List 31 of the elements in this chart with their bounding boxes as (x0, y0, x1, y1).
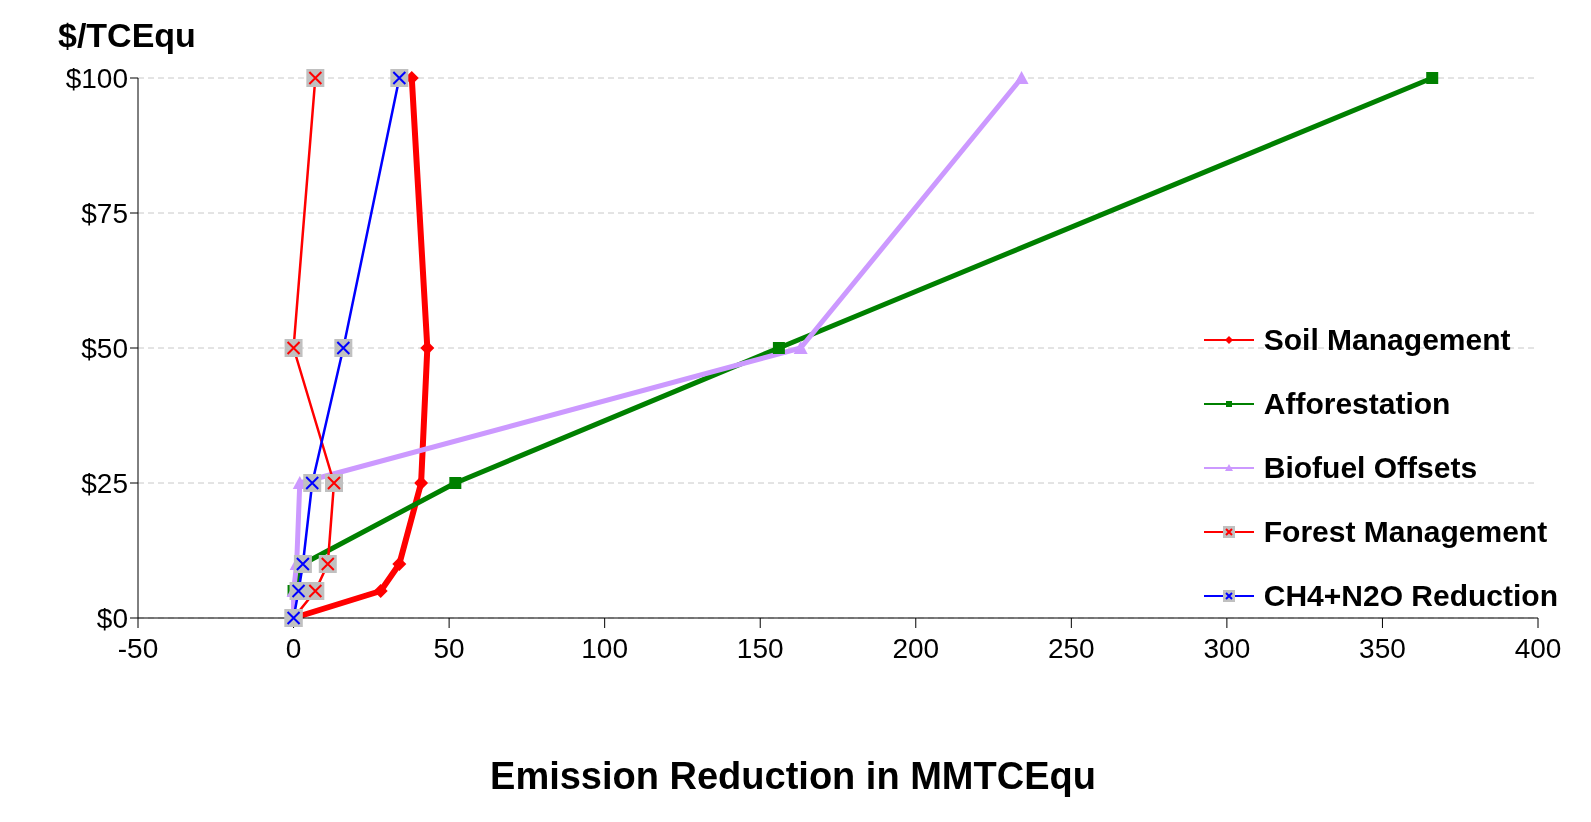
legend-label: Soil Management (1263, 322, 1511, 358)
y-tick-label: $100 (65, 62, 128, 94)
y-axis-title: $/TCEqu (58, 16, 196, 55)
point (772, 342, 785, 354)
x-tick-label: -50 (117, 632, 159, 664)
x-tick-label: 350 (1359, 632, 1406, 664)
x-axis-title: Emission Reduction in MMTCEqu (489, 755, 1097, 798)
point (449, 477, 462, 489)
point (414, 476, 429, 490)
x-tick-label: 100 (581, 632, 629, 664)
point (420, 341, 435, 355)
y-tick-label: $0 (96, 602, 128, 634)
y-tick-label: $75 (81, 197, 128, 229)
point (373, 584, 388, 598)
point (793, 341, 808, 354)
x-tick-label: 200 (892, 632, 940, 664)
x-tick-label: 0 (285, 632, 302, 664)
x-tick-label: 150 (736, 632, 784, 664)
point (1426, 72, 1439, 84)
x-tick-label: 400 (1514, 632, 1562, 664)
legend-label: Biofuel Offsets (1263, 450, 1478, 486)
legend-label: Forest Management (1263, 514, 1548, 550)
point (1014, 71, 1029, 84)
legend-label: Afforestation (1263, 386, 1451, 422)
y-tick-label: $50 (81, 332, 128, 364)
legend-label: CH4+N2O Reduction (1263, 578, 1558, 614)
point (392, 557, 407, 571)
y-tick-label: $25 (81, 467, 128, 499)
x-tick-label: 250 (1047, 632, 1095, 664)
x-tick-label: 300 (1203, 632, 1251, 664)
x-tick-label: 50 (433, 632, 465, 664)
